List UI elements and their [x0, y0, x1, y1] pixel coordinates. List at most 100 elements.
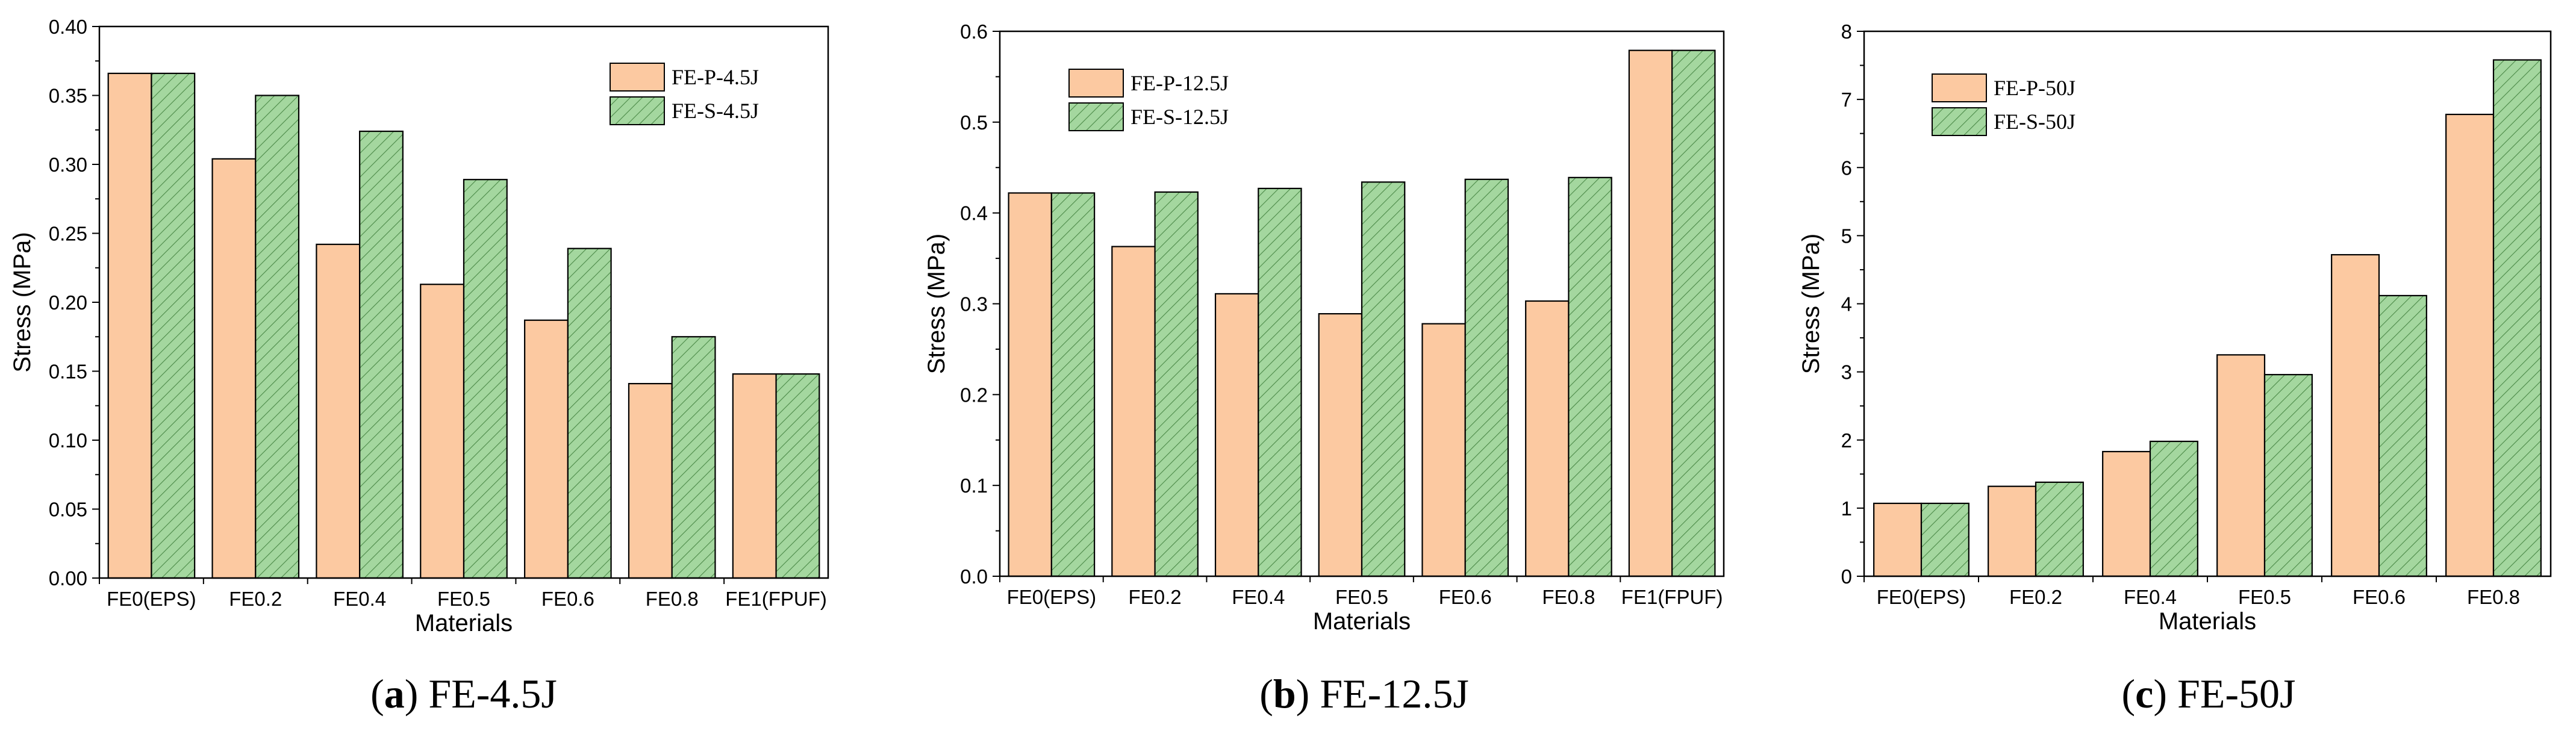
y-tick-label: 8 — [1841, 20, 1852, 43]
bar-fe-s-1 — [1154, 191, 1199, 577]
y-tick-label: 7 — [1841, 89, 1852, 111]
legend-label: FE-S-4.5J — [672, 99, 759, 123]
bar-fe-s-6 — [775, 373, 820, 579]
bar-fe-p-5 — [628, 383, 673, 579]
legend-swatch-fe-s — [1932, 107, 1987, 136]
bar-fe-p-4 — [524, 319, 569, 579]
bar-fe-p-1 — [211, 158, 257, 579]
panel-caption: (a) FE-4.5J — [370, 671, 557, 717]
y-tick-label: 0.1 — [960, 474, 988, 497]
caption-paren-close: ) — [1296, 671, 1320, 717]
y-tick-label: 1 — [1841, 497, 1852, 520]
legend-swatch-fe-p — [610, 63, 665, 92]
y-tick-label: 2 — [1841, 429, 1852, 452]
bar-fe-s-5 — [671, 336, 716, 579]
x-tick-label: FE1(FPUF) — [1621, 586, 1723, 608]
caption-letter: b — [1273, 671, 1296, 717]
x-tick-label: FE0.2 — [1129, 586, 1182, 608]
bar-fe-p-1 — [1111, 246, 1156, 577]
y-tick-label: 0.0 — [960, 565, 988, 588]
bar-fe-s-2 — [359, 130, 404, 579]
legend-swatch-fe-s — [610, 96, 665, 125]
x-tick-label: FE0.2 — [229, 588, 282, 610]
x-tick-label: FE0.5 — [437, 588, 490, 610]
bar-fe-p-3 — [2216, 354, 2266, 577]
bar-fe-p-3 — [1318, 313, 1363, 577]
bar-fe-s-4 — [2378, 294, 2427, 577]
legend-swatch-fe-p — [1932, 73, 1987, 102]
bar-fe-s-1 — [2035, 481, 2084, 577]
x-tick-label: FE0.6 — [541, 588, 594, 610]
bar-fe-s-0 — [151, 72, 196, 579]
x-tick-label: FE0(EPS) — [1007, 586, 1097, 608]
y-tick-label: 0.3 — [960, 293, 988, 316]
y-tick-label: 0.00 — [49, 567, 87, 589]
chart-panel-a: FE0(EPS) FE0.2 FE0.4 FE0.5 FE0.6 FE0.8 FE1(FPU… — [9, 16, 829, 717]
x-axis-title: Materials — [1313, 608, 1411, 635]
y-tick-label: 3 — [1841, 361, 1852, 384]
x-tick-label: FE0(EPS) — [107, 588, 196, 610]
caption-paren-open: ( — [370, 671, 384, 717]
x-tick-label: FE0.4 — [333, 588, 386, 610]
bar-fe-p-6 — [1628, 49, 1673, 577]
bar-fe-s-3 — [463, 179, 508, 579]
bar-fe-p-6 — [732, 373, 777, 579]
y-axis-title: Stress (MPa) — [9, 232, 36, 372]
x-axis-title: Materials — [2159, 608, 2256, 635]
panel-caption: (b) FE-12.5J — [1259, 671, 1469, 717]
legend: FE-P-4.5J FE-S-4.5J — [610, 63, 759, 125]
caption-title: FE-50J — [2177, 671, 2295, 717]
y-tick-label: 5 — [1841, 225, 1852, 247]
chart-panel-b: FE0(EPS) FE0.2 FE0.4 FE0.5 FE0.6 FE0.8 FE1(FPU… — [923, 20, 1725, 717]
x-tick-label: FE0.6 — [2353, 586, 2406, 608]
legend: FE-P-12.5J FE-S-12.5J — [1068, 69, 1229, 131]
x-tick-label: FE0.4 — [1232, 586, 1285, 608]
y-tick-label: 0.25 — [49, 223, 87, 245]
caption-paren-close: ) — [2153, 671, 2177, 717]
bar-fe-s-2 — [2149, 440, 2198, 577]
y-tick-label: 0.40 — [49, 16, 87, 38]
bar-fe-s-3 — [1361, 181, 1406, 577]
legend-swatch-fe-s — [1068, 102, 1124, 131]
caption-title: FE-4.5J — [428, 671, 557, 717]
bar-fe-p-5 — [2445, 113, 2495, 577]
legend-label: FE-P-50J — [1994, 76, 2075, 100]
bar-fe-s-0 — [1050, 192, 1096, 577]
y-tick-label: 0.30 — [49, 154, 87, 176]
y-tick-label: 0.35 — [49, 85, 87, 107]
x-tick-label: FE0.6 — [1439, 586, 1492, 608]
y-axis-title: Stress (MPa) — [923, 234, 950, 374]
x-tick-label: FE0(EPS) — [1877, 586, 1966, 608]
y-tick-label: 0.2 — [960, 384, 988, 406]
caption-letter: a — [384, 671, 405, 717]
caption-title: FE-12.5J — [1320, 671, 1468, 717]
bar-fe-s-1 — [255, 95, 300, 579]
y-tick-label: 0.10 — [49, 429, 87, 452]
caption-paren-open: ( — [1259, 671, 1273, 717]
legend-label: FE-S-12.5J — [1131, 105, 1229, 129]
y-tick-label: 0.4 — [960, 202, 988, 225]
bar-fe-p-0 — [107, 72, 152, 579]
bar-fe-p-1 — [1988, 485, 2037, 577]
bar-fe-p-0 — [1873, 502, 1923, 577]
x-axis-title: Materials — [415, 610, 513, 636]
x-tick-label: FE0.2 — [2009, 586, 2062, 608]
bar-fe-p-0 — [1008, 192, 1052, 577]
y-tick-label: 0.15 — [49, 361, 87, 383]
legend-label: FE-P-4.5J — [672, 65, 759, 89]
x-tick-label: FE1(FPUF) — [725, 588, 827, 610]
y-tick-label: 6 — [1841, 157, 1852, 179]
bar-fe-s-3 — [2263, 374, 2313, 577]
bar-fe-s-4 — [1464, 178, 1509, 577]
bar-fe-s-5 — [1568, 176, 1612, 577]
bar-fe-p-2 — [1214, 293, 1259, 577]
bar-fe-s-0 — [1920, 502, 1969, 577]
y-tick-label: 0.05 — [49, 499, 87, 521]
y-tick-label: 0 — [1841, 565, 1852, 588]
caption-letter: c — [2135, 671, 2153, 717]
y-tick-label: 4 — [1841, 293, 1852, 316]
caption-paren-close: ) — [405, 671, 429, 717]
y-tick-label: 0.6 — [960, 20, 988, 43]
bar-fe-p-3 — [420, 284, 465, 579]
x-tick-label: FE0.8 — [1542, 586, 1595, 608]
